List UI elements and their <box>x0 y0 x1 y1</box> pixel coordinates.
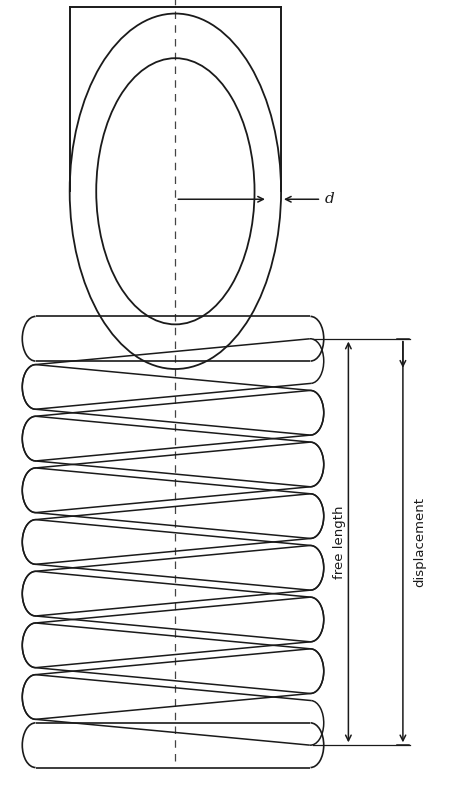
Text: d: d <box>325 192 335 206</box>
Text: free length: free length <box>333 505 346 579</box>
Text: displacement: displacement <box>413 497 426 587</box>
